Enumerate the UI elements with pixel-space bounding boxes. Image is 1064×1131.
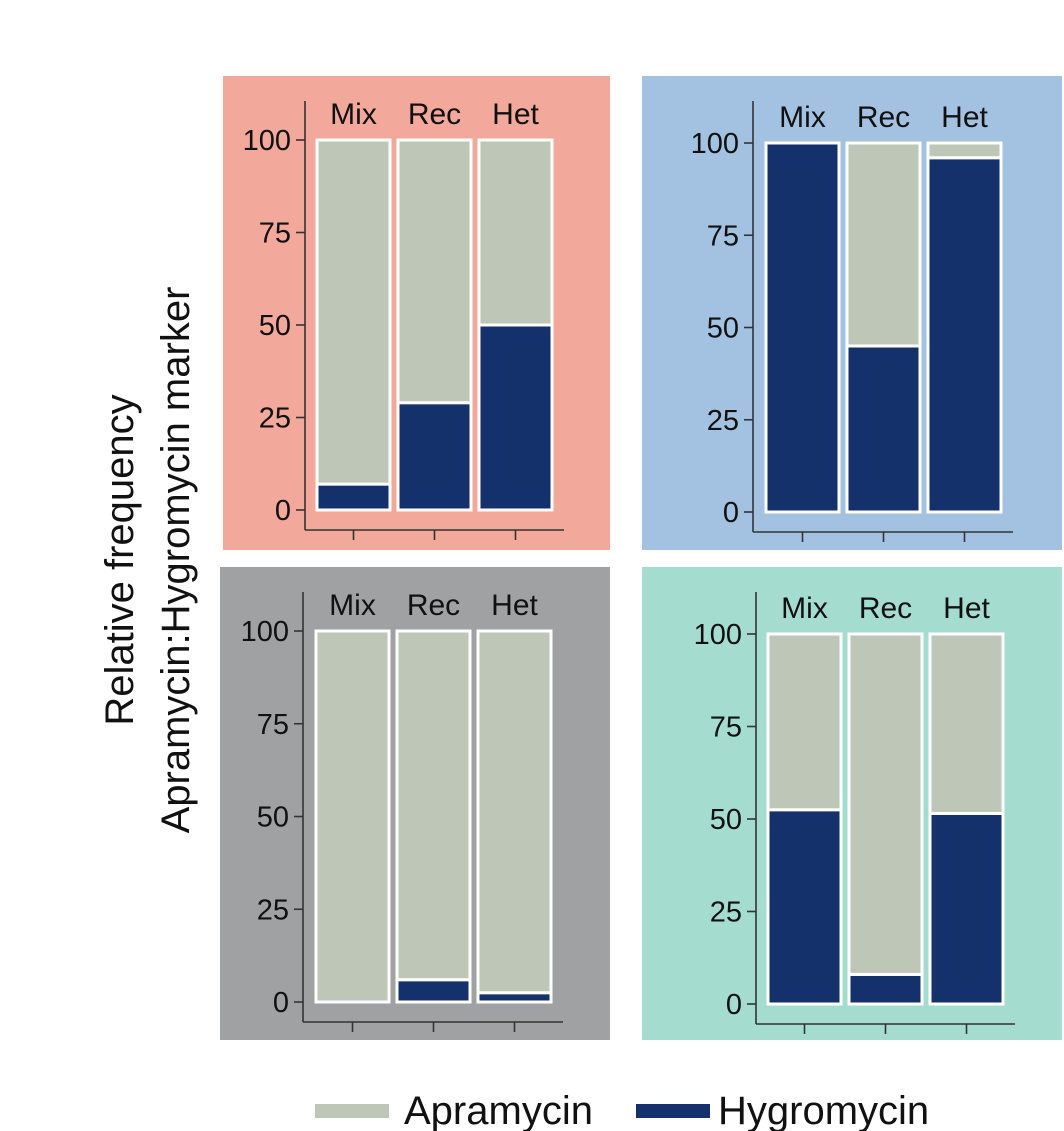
bar-hygromycin-het <box>477 323 554 512</box>
y-tick-label: 75 <box>710 712 742 744</box>
bar-hygromycin-rec <box>847 972 924 1006</box>
category-label-rec: Rec <box>408 98 461 131</box>
bar-apramycin-het <box>928 632 1005 815</box>
y-tick-label: 50 <box>710 804 742 836</box>
bar-apramycin-rec <box>396 138 473 405</box>
bar-hygromycin-het <box>926 156 1003 514</box>
bar-hygromycin-mix <box>766 808 843 1006</box>
bar-apramycin-het <box>476 629 553 995</box>
category-label-het: Het <box>941 101 988 134</box>
y-tick-label: 100 <box>243 125 291 157</box>
y-tick-label: 50 <box>257 802 289 834</box>
bar-apramycin-rec <box>845 141 922 348</box>
bar-apramycin-rec <box>847 632 924 976</box>
panel-2: 0 25 50 75 100 Mix Rec Het <box>642 76 1062 550</box>
y-tick-label: 0 <box>273 987 289 1019</box>
y-tick-label: 100 <box>694 619 742 651</box>
category-label-mix: Mix <box>329 589 376 622</box>
category-label-mix: Mix <box>330 98 377 131</box>
bar-apramycin-het <box>926 141 1003 160</box>
category-label-rec: Rec <box>859 592 912 625</box>
panels-layer: 0 25 50 75 100 Mix Rec Het 0 25 50 75 100 Mix Rec Het 0 2… <box>220 76 1062 1040</box>
bar-hygromycin-mix <box>764 141 841 514</box>
y-axis-title: Relative frequency Apramycin:Hygromycin … <box>98 287 198 834</box>
y-tick-label: 25 <box>710 897 742 929</box>
panel-4: 0 25 50 75 100 Mix Rec Het <box>642 567 1062 1040</box>
category-label-het: Het <box>943 592 990 625</box>
category-label-mix: Mix <box>779 101 826 134</box>
legend-item-hygromycin: Hygromycin <box>636 1089 929 1131</box>
category-label-het: Het <box>492 98 539 131</box>
panel-3: 0 25 50 75 100 Mix Rec Het <box>220 567 610 1040</box>
bar-hygromycin-rec <box>396 401 473 512</box>
legend: Apramycin Hygromycin <box>315 1089 929 1131</box>
bar-hygromycin-rec <box>395 978 472 1004</box>
bar-apramycin-mix <box>314 629 391 1004</box>
panel-1: 0 25 50 75 100 Mix Rec Het <box>223 76 610 550</box>
bar-hygromycin-het <box>928 811 1005 1006</box>
bar-hygromycin-mix <box>315 482 392 512</box>
y-tick-label: 25 <box>707 405 739 437</box>
y-tick-label: 50 <box>707 313 739 345</box>
y-tick-label: 25 <box>257 894 289 926</box>
bar-apramycin-mix <box>766 632 843 812</box>
y-tick-label: 25 <box>259 403 291 435</box>
category-label-rec: Rec <box>857 101 910 134</box>
y-axis-title-line-2: Apramycin:Hygromycin marker <box>154 287 198 834</box>
y-tick-label: 100 <box>241 616 289 648</box>
legend-swatch-apramycin <box>315 1104 389 1118</box>
y-tick-label: 0 <box>723 497 739 529</box>
legend-swatch-hygromycin <box>636 1104 710 1118</box>
y-tick-label: 75 <box>259 218 291 250</box>
legend-item-apramycin: Apramycin <box>315 1089 593 1131</box>
bar-apramycin-rec <box>395 629 472 982</box>
bar-apramycin-het <box>477 138 554 327</box>
legend-label-apramycin: Apramycin <box>404 1089 593 1131</box>
bar-hygromycin-rec <box>845 344 922 514</box>
y-tick-label: 75 <box>257 709 289 741</box>
category-label-mix: Mix <box>781 592 828 625</box>
y-tick-label: 75 <box>707 220 739 252</box>
y-tick-label: 50 <box>259 310 291 342</box>
category-label-rec: Rec <box>407 589 460 622</box>
y-tick-label: 0 <box>275 495 291 527</box>
y-tick-label: 0 <box>726 989 742 1021</box>
y-axis-title-line-1: Relative frequency <box>98 394 142 725</box>
category-label-het: Het <box>491 589 538 622</box>
legend-label-hygromycin: Hygromycin <box>718 1089 929 1131</box>
bar-apramycin-mix <box>315 138 392 486</box>
y-tick-label: 100 <box>691 128 739 160</box>
